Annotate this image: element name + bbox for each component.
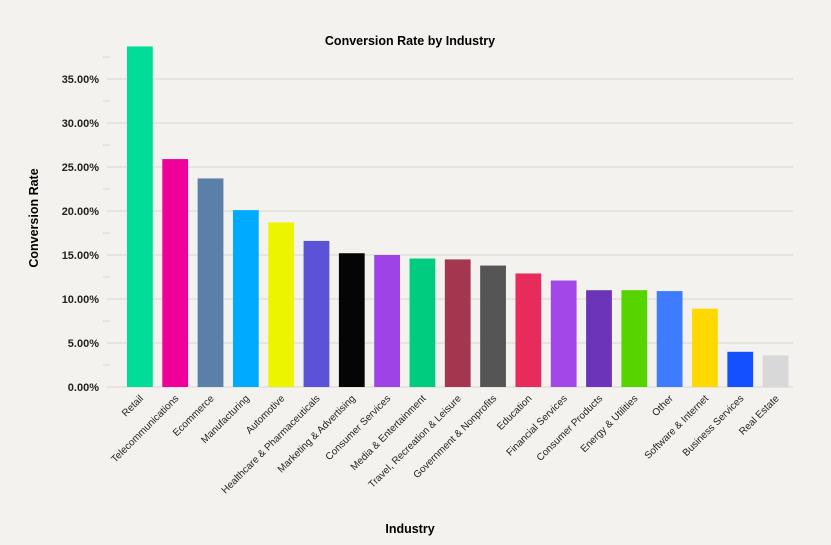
bar (409, 258, 436, 387)
y-tick-label: 20.00% (62, 206, 100, 218)
chart-title: Conversion Rate by Industry (325, 34, 495, 48)
bar (621, 290, 648, 387)
bar (727, 351, 754, 387)
bar (515, 273, 542, 387)
bar (374, 255, 400, 387)
bar (444, 259, 471, 387)
x-tick-label: Financial Services (505, 393, 570, 458)
y-tick-label: 35.00% (62, 74, 100, 86)
bar (656, 291, 683, 387)
bar (303, 240, 330, 387)
bar (480, 265, 506, 387)
y-tick-label: 0.00% (68, 382, 99, 394)
x-axis-title: Industry (385, 522, 434, 536)
y-tick-label: 30.00% (62, 118, 100, 130)
x-tick-label: Retail (120, 393, 146, 419)
bar (338, 253, 365, 387)
x-tick-label: Software & Internet (643, 393, 711, 461)
x-tick-label: Telecommunications (109, 393, 181, 465)
x-tick-label: Other (650, 393, 676, 419)
x-tick-label: Business Services (681, 393, 747, 459)
x-tick-label: Consumer Products (535, 393, 605, 463)
bar (127, 46, 153, 387)
bar (197, 178, 224, 387)
y-axis-ticks: 0.00% 5.00% 10.00% 15.00% 20.00% 25.00% 30.00%… (62, 74, 100, 394)
y-tick-label: 25.00% (62, 162, 100, 174)
bar (692, 308, 718, 387)
x-tick-label: Consumer Services (324, 393, 393, 462)
bar (162, 159, 189, 387)
bars (127, 46, 789, 387)
bar (232, 210, 259, 387)
bar (586, 290, 612, 387)
y-axis-title: Conversion Rate (27, 168, 41, 267)
y-tick-label: 5.00% (68, 338, 99, 350)
bar (762, 355, 789, 387)
bar (550, 280, 577, 387)
bar (268, 222, 295, 387)
x-axis-ticks: RetailTelecommunicationsEcommerceManufac… (109, 393, 782, 496)
y-tick-label: 10.00% (62, 294, 100, 306)
y-tick-label: 15.00% (62, 250, 100, 262)
